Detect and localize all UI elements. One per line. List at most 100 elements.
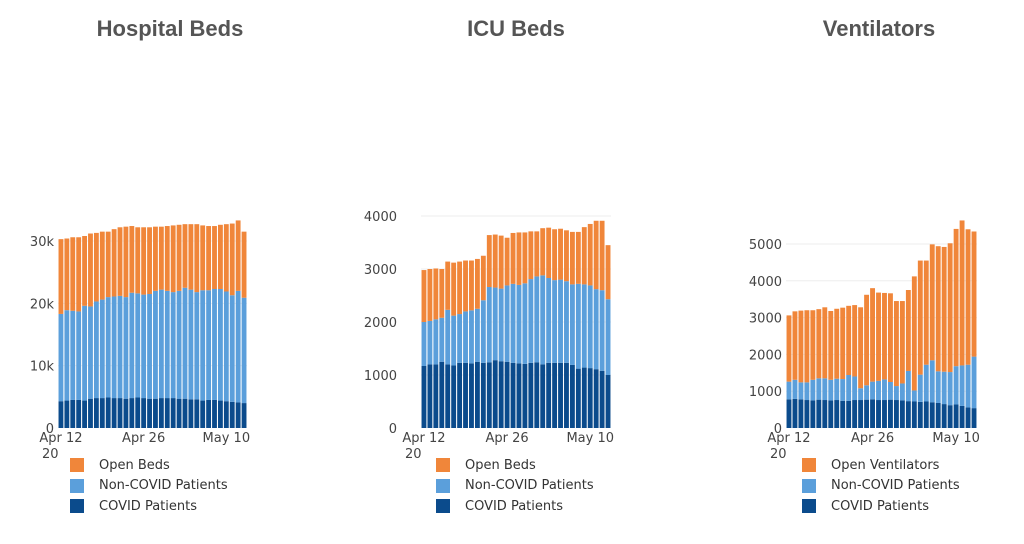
bar-segment — [182, 224, 188, 288]
bar-segment — [235, 220, 241, 291]
bar-segment — [427, 364, 433, 428]
bar-segment — [241, 297, 247, 404]
bar-segment — [474, 308, 480, 362]
bar-segment — [58, 239, 64, 314]
bar-segment — [182, 287, 188, 399]
bar-segment — [504, 285, 510, 362]
legend-item-open[interactable]: Open Ventilators — [802, 455, 960, 476]
bar-segment — [498, 288, 504, 362]
legend-item-noncovid[interactable]: Non-COVID Patients — [70, 476, 228, 497]
legend-item-open[interactable]: Open Beds — [436, 455, 594, 476]
bar-segment — [123, 297, 129, 399]
bar-segment — [876, 292, 881, 381]
chart-hospital-beds: 0 10k 20k 30k Apr 12 Apr 26 May 10 20 — [30, 220, 250, 462]
bar-segment — [564, 230, 569, 282]
legend: Open Beds Non-COVID Patients COVID Patie… — [70, 455, 228, 517]
legend-label: Non-COVID Patients — [99, 478, 228, 494]
bar-segment — [858, 307, 864, 389]
chart-panel-icu-beds: ICU Beds 0 1000 2000 3000 4000 Apr 12 Apr 26 Ma… — [346, 0, 686, 544]
bar-segment — [822, 400, 828, 428]
bar-segment — [522, 363, 528, 428]
x-tick-label: Apr 12 — [767, 431, 810, 446]
bar-segment — [241, 231, 247, 298]
x-tick-label: May 10 — [932, 431, 980, 446]
bar-segment — [923, 364, 929, 402]
x-tick-label: Apr 12 — [39, 431, 82, 446]
bar-segment — [587, 368, 593, 428]
bar-segment — [99, 231, 105, 300]
x-tick-label: Apr 26 — [486, 431, 529, 446]
legend-swatch-noncovid — [802, 478, 816, 493]
bar-segment — [935, 246, 941, 372]
bar-segment — [58, 313, 64, 402]
bar-segment — [522, 283, 528, 364]
legend-item-covid[interactable]: COVID Patients — [436, 496, 594, 517]
bar-segment — [229, 401, 235, 428]
chart-panel-hospital-beds: Hospital Beds 0 10k 20k 30k Apr 12 Apr 26 May … — [0, 0, 340, 544]
y-tick-label: 3000 — [749, 312, 782, 327]
bar-segment — [599, 290, 605, 371]
bar-segment — [141, 294, 147, 399]
bar-segment — [212, 289, 217, 400]
bar-segment — [798, 399, 804, 428]
bar-segment — [552, 280, 558, 363]
bar-segment — [840, 379, 846, 401]
legend-item-noncovid[interactable]: Non-COVID Patients — [436, 476, 594, 497]
bar-segment — [792, 398, 798, 428]
bar-segment — [88, 306, 93, 399]
bar-segment — [170, 225, 176, 293]
bar-segment — [528, 231, 534, 280]
bar-segment — [882, 400, 887, 428]
bar-segment — [911, 401, 917, 428]
bar-segment — [123, 398, 129, 428]
bar-segment — [445, 261, 451, 310]
legend-item-open[interactable]: Open Beds — [70, 455, 228, 476]
bar-segment — [111, 229, 117, 297]
chart-title: Hospital Beds — [96, 16, 244, 41]
bar-segment — [870, 288, 875, 382]
bar-segment — [463, 362, 468, 428]
bar-segment — [965, 229, 971, 365]
bar-segment — [516, 284, 522, 364]
bar-segment — [905, 290, 911, 371]
bar-segment — [947, 243, 953, 373]
bar-segment — [451, 315, 457, 366]
bar-segment — [569, 284, 575, 365]
bar-segment — [792, 311, 798, 380]
bar-segment — [971, 231, 977, 357]
legend-item-covid[interactable]: COVID Patients — [802, 496, 960, 517]
bar-segment — [451, 365, 457, 428]
bar-segment — [581, 367, 587, 428]
bar-segment — [581, 284, 587, 368]
bar-segment — [876, 400, 881, 428]
bar-segment — [522, 232, 528, 284]
bar-segment — [587, 223, 593, 286]
bar-segment — [58, 401, 64, 428]
bar-segment — [923, 260, 929, 365]
bar-segment — [99, 398, 105, 428]
bar-segment — [816, 399, 822, 428]
bar-segment — [798, 382, 804, 400]
bar-segment — [858, 388, 864, 401]
x-tick-year-label: 20 — [405, 447, 422, 462]
bar-segment — [558, 279, 563, 363]
bar-segment — [241, 403, 247, 428]
bar-segment — [153, 398, 158, 428]
legend-label: Non-COVID Patients — [831, 478, 960, 494]
legend-item-covid[interactable]: COVID Patients — [70, 496, 228, 517]
y-tick-label: 0 — [46, 422, 54, 437]
bar-segment — [798, 310, 804, 383]
bar-segment — [504, 237, 510, 286]
bar-segment — [959, 220, 965, 366]
bar-segment — [129, 292, 135, 399]
bar-segment — [905, 401, 911, 428]
y-tick-label: 4000 — [364, 210, 397, 225]
bar-segment — [504, 361, 510, 428]
bar-segment — [433, 268, 439, 320]
bar-segment — [70, 237, 76, 311]
legend-item-noncovid[interactable]: Non-COVID Patients — [802, 476, 960, 497]
bar-segment — [864, 294, 870, 386]
bar-segment — [564, 362, 569, 428]
bar-segment — [870, 399, 875, 428]
bar-segment — [182, 398, 188, 428]
